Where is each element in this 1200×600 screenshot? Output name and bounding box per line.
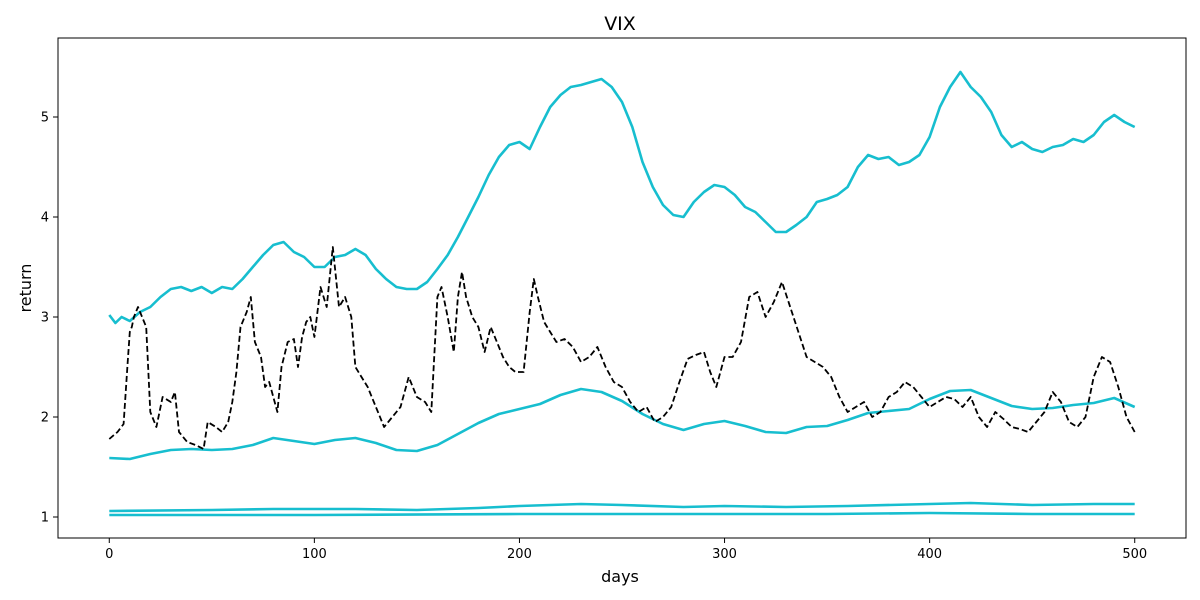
series-line-4 [109, 511, 1135, 517]
x-tick-label: 400 [917, 547, 942, 562]
series-line-5 [108, 246, 1136, 450]
x-tick-label: 500 [1122, 547, 1147, 562]
axes-layer: 0 100 200 300 400 500 1 2 3 4 5 [41, 37, 1187, 562]
y-tick-label: 5 [41, 111, 49, 126]
series-line-2 [109, 387, 1136, 461]
y-tick-label: 2 [41, 411, 49, 426]
plot-frame [57, 37, 1187, 539]
x-axis-label: days [601, 567, 639, 586]
y-tick-label: 3 [41, 311, 49, 326]
series-line-3 [109, 501, 1135, 513]
y-tick-label: 4 [41, 211, 49, 226]
x-tick-label: 200 [507, 547, 532, 562]
x-tick-label: 100 [302, 547, 327, 562]
series-layer [108, 70, 1136, 517]
x-tick-label: 0 [105, 547, 113, 562]
chart-title: VIX [604, 13, 636, 35]
y-axis-label: return [16, 264, 35, 313]
x-tick-label: 300 [712, 547, 737, 562]
y-tick-label: 1 [41, 511, 49, 526]
series-line-1 [108, 70, 1136, 325]
